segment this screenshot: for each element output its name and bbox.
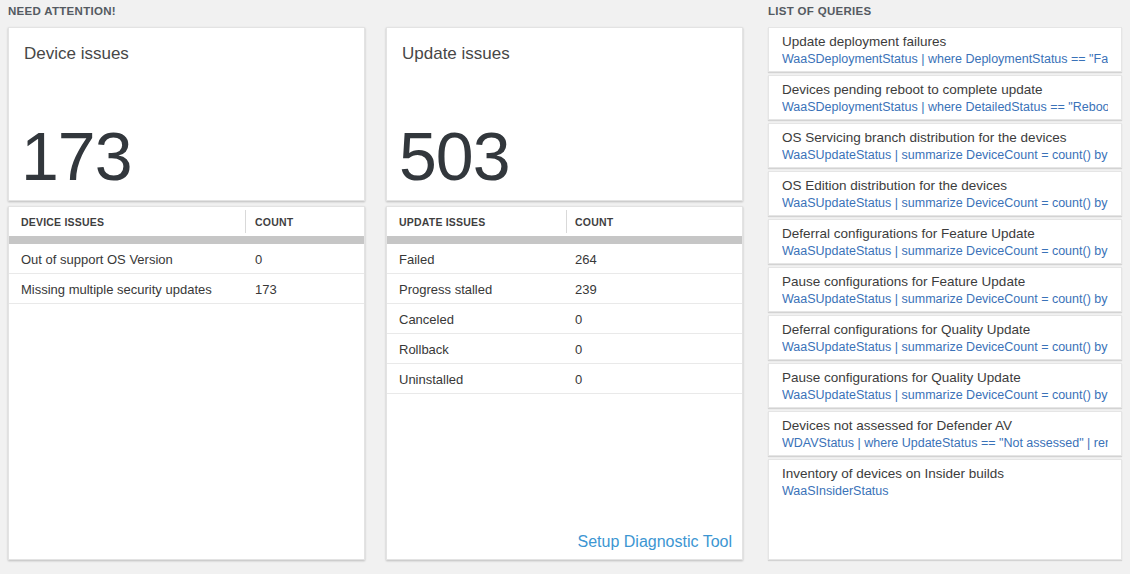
row-count: 264	[575, 244, 597, 274]
query-title: Devices not assessed for Defender AV	[782, 417, 1108, 434]
table-row[interactable]: Progress stalled 239	[387, 274, 742, 304]
row-label: Canceled	[399, 304, 454, 334]
query-item[interactable]: Devices not assessed for Defender AV WDA…	[768, 411, 1122, 456]
query-link[interactable]: WaaSInsiderStatus	[782, 483, 1108, 499]
query-title: Deferral configurations for Feature Upda…	[782, 225, 1108, 242]
device-issues-count: 173	[21, 122, 131, 190]
query-item[interactable]: OS Servicing branch distribution for the…	[768, 123, 1122, 168]
column-divider	[245, 210, 246, 233]
query-link[interactable]: WaaSDeploymentStatus | where DeploymentS…	[782, 51, 1108, 67]
device-table-header-count: COUNT	[255, 207, 293, 236]
device-table-body: Out of support OS Version 0 Missing mult…	[9, 244, 364, 304]
update-issues-card-title: Update issues	[402, 44, 510, 64]
row-label: Rollback	[399, 334, 449, 364]
update-table-header-count: COUNT	[575, 207, 613, 236]
query-title: Inventory of devices on Insider builds	[782, 465, 1108, 482]
row-count: 173	[255, 274, 277, 304]
row-label: Uninstalled	[399, 364, 463, 394]
row-count: 0	[575, 334, 582, 364]
table-row[interactable]: Missing multiple security updates 173	[9, 274, 364, 304]
table-row[interactable]: Uninstalled 0	[387, 364, 742, 394]
query-title: Pause configurations for Feature Update	[782, 273, 1108, 290]
update-issues-table-card: UPDATE ISSUES COUNT Failed 264 Progress …	[386, 206, 743, 560]
query-link[interactable]: WaaSUpdateStatus | summarize DeviceCount…	[782, 291, 1108, 307]
row-label: Out of support OS Version	[21, 244, 173, 274]
row-label: Missing multiple security updates	[21, 274, 212, 304]
column-divider	[566, 210, 567, 233]
row-count: 0	[255, 244, 262, 274]
query-title: Update deployment failures	[782, 33, 1108, 50]
update-table-header-issues: UPDATE ISSUES	[399, 207, 485, 236]
query-title: Pause configurations for Quality Update	[782, 369, 1108, 386]
query-item[interactable]: OS Edition distribution for the devices …	[768, 171, 1122, 216]
query-item[interactable]: Pause configurations for Quality Update …	[768, 363, 1122, 408]
table-row[interactable]: Canceled 0	[387, 304, 742, 334]
table-row[interactable]: Failed 264	[387, 244, 742, 274]
row-count: 0	[575, 304, 582, 334]
table-row[interactable]: Rollback 0	[387, 334, 742, 364]
section-title-need-attention: NEED ATTENTION!	[8, 5, 116, 17]
query-item[interactable]: Deferral configurations for Quality Upda…	[768, 315, 1122, 360]
section-title-list-of-queries: LIST OF QUERIES	[768, 5, 872, 17]
query-link[interactable]: WaaSUpdateStatus | summarize DeviceCount…	[782, 147, 1108, 163]
device-issues-card-title: Device issues	[24, 44, 129, 64]
update-issues-count: 503	[399, 122, 509, 190]
query-link[interactable]: WaaSUpdateStatus | summarize DeviceCount…	[782, 195, 1108, 211]
horizontal-scrollbar[interactable]	[9, 236, 364, 244]
horizontal-scrollbar[interactable]	[387, 236, 742, 244]
query-link[interactable]: WaaSUpdateStatus | summarize DeviceCount…	[782, 243, 1108, 259]
update-issues-summary-card[interactable]: Update issues 503	[386, 27, 743, 201]
row-count: 0	[575, 364, 582, 394]
update-table-body: Failed 264 Progress stalled 239 Canceled…	[387, 244, 742, 394]
query-item[interactable]: Deferral configurations for Feature Upda…	[768, 219, 1122, 264]
table-row[interactable]: Out of support OS Version 0	[9, 244, 364, 274]
query-link[interactable]: WaaSUpdateStatus | summarize DeviceCount…	[782, 387, 1108, 403]
device-table-header-issues: DEVICE ISSUES	[21, 207, 104, 236]
device-issues-table-card: DEVICE ISSUES COUNT Out of support OS Ve…	[8, 206, 365, 560]
row-label: Progress stalled	[399, 274, 492, 304]
query-item[interactable]: Pause configurations for Feature Update …	[768, 267, 1122, 312]
query-item[interactable]: Update deployment failures WaaSDeploymen…	[768, 27, 1122, 72]
query-link[interactable]: WaaSUpdateStatus | summarize DeviceCount…	[782, 339, 1108, 355]
query-title: Devices pending reboot to complete updat…	[782, 81, 1108, 98]
query-link[interactable]: WaaSDeploymentStatus | where DetailedSta…	[782, 99, 1108, 115]
list-of-queries-panel: Update deployment failures WaaSDeploymen…	[768, 27, 1122, 560]
device-table-header: DEVICE ISSUES COUNT	[9, 207, 364, 236]
row-label: Failed	[399, 244, 434, 274]
query-title: OS Servicing branch distribution for the…	[782, 129, 1108, 146]
row-count: 239	[575, 274, 597, 304]
query-title: OS Edition distribution for the devices	[782, 177, 1108, 194]
query-item[interactable]: Devices pending reboot to complete updat…	[768, 75, 1122, 120]
setup-diagnostic-tool-link[interactable]: Setup Diagnostic Tool	[578, 533, 732, 551]
device-issues-summary-card[interactable]: Device issues 173	[8, 27, 365, 201]
query-title: Deferral configurations for Quality Upda…	[782, 321, 1108, 338]
query-item[interactable]: Inventory of devices on Insider builds W…	[768, 459, 1122, 560]
update-table-header: UPDATE ISSUES COUNT	[387, 207, 742, 236]
query-link[interactable]: WDAVStatus | where UpdateStatus == "Not …	[782, 435, 1108, 451]
